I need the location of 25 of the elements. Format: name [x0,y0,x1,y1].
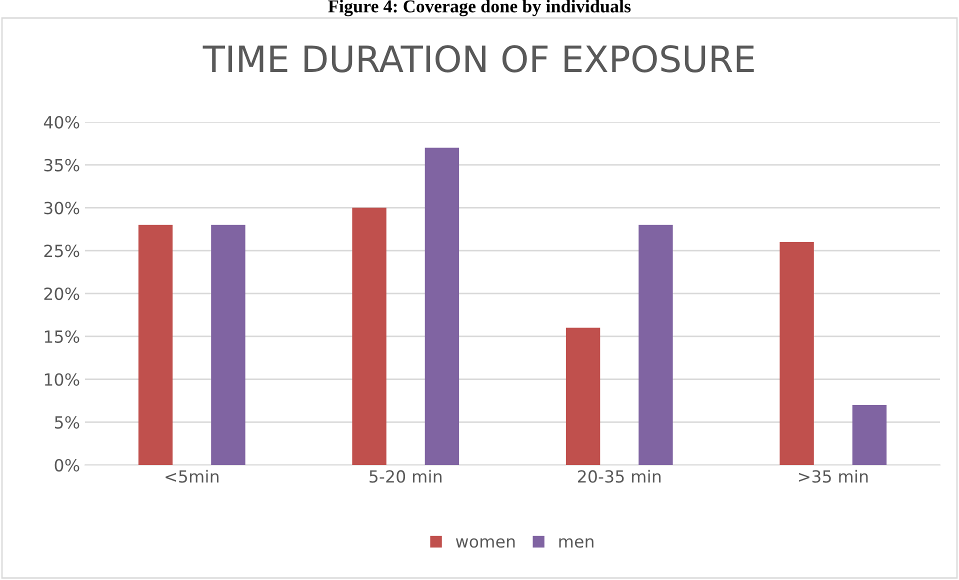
bar [852,404,887,465]
x-tick-label: 20-35 min [578,470,661,483]
y-tick-label: 20% [44,287,80,300]
bar [352,208,386,465]
y-tick-label: 35% [44,158,80,172]
x-tick-label: >35 min [798,470,868,483]
y-tick-label: 40% [44,116,80,129]
bar [566,328,600,465]
y-tick-label: 15% [44,330,80,343]
legend-label: men [559,538,594,548]
caption: Figure 4: Coverage done by individuals [328,0,631,16]
bar [211,224,246,465]
y-tick-label: 0% [54,458,80,472]
bar [138,224,173,465]
bar [424,148,460,465]
y-tick-label: 25% [44,244,80,258]
bar [638,224,673,465]
x-tick-label: 5-20 min [370,470,442,483]
y-tick-label: 10% [44,373,80,386]
bar [780,242,814,465]
chart-title: TIME DURATION OF EXPOSURE [202,45,754,72]
y-tick-label: 5% [54,416,80,429]
legend-label: women [456,538,515,548]
x-tick-label: <5min [166,470,218,483]
y-tick-label: 30% [44,202,80,214]
